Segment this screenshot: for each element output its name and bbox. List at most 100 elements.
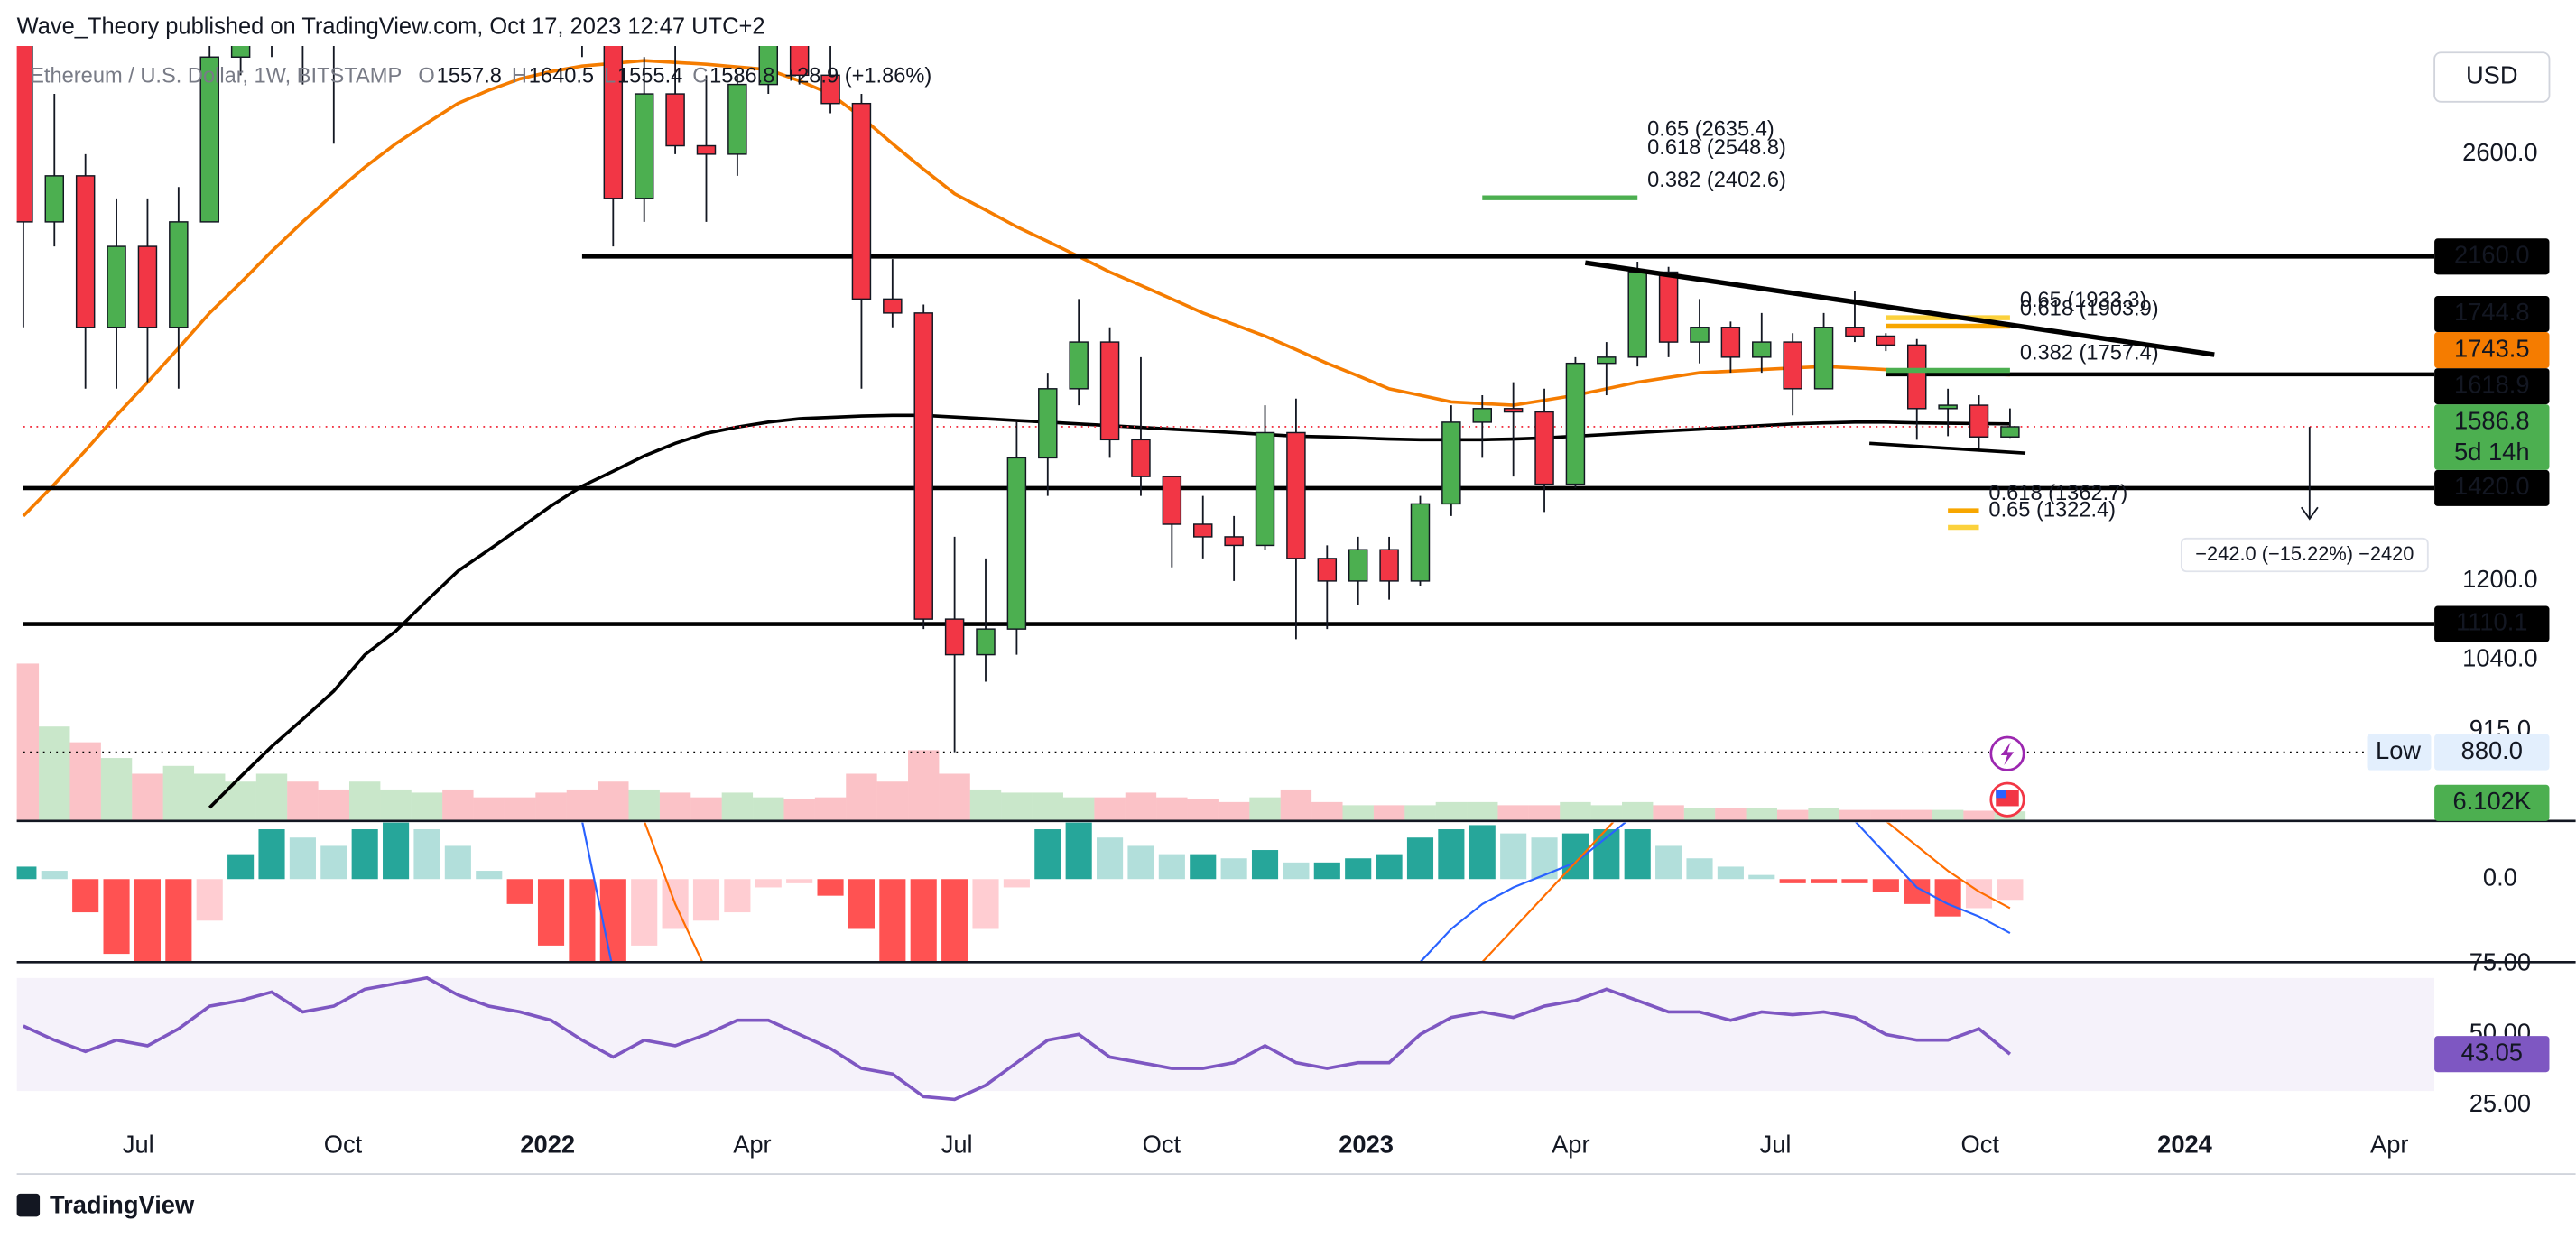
volume-bar xyxy=(380,789,412,821)
candle-body xyxy=(1876,335,1896,346)
macd-histogram-bar xyxy=(444,845,471,880)
candle-body xyxy=(634,93,654,199)
volume-bar xyxy=(1746,808,1777,821)
rsi-tick-label: 25.00 xyxy=(2469,1089,2531,1117)
macd-histogram-bar xyxy=(1531,837,1558,880)
volume-label: 6.102K xyxy=(2453,787,2531,815)
rsi-pane xyxy=(16,975,2435,1102)
legend-item: +28.9 (+1.86%) xyxy=(784,65,931,88)
volume-bar xyxy=(1560,801,1591,821)
candle-body xyxy=(1162,476,1182,525)
volume-bar xyxy=(255,773,288,821)
macd-histogram-bar xyxy=(569,879,596,963)
candle-body xyxy=(727,83,747,155)
macd-histogram-bar xyxy=(196,879,223,921)
macd-histogram-bar xyxy=(1686,858,1713,880)
candle-body xyxy=(883,298,903,314)
candle-body xyxy=(1534,411,1554,485)
volume-bar xyxy=(939,773,970,821)
price-label: 1743.5 xyxy=(2454,334,2529,362)
brand-name: TradingView xyxy=(50,1191,195,1219)
legend-item: 1640.5 xyxy=(529,65,594,88)
volume-bar xyxy=(100,758,133,821)
macd-histogram-bar xyxy=(383,822,410,880)
volume-bar xyxy=(1032,792,1063,821)
trend-line xyxy=(1869,441,2026,456)
volume-bar xyxy=(1187,799,1219,821)
fib-label: 0.65 (2635.4) xyxy=(1647,118,1774,142)
measure-box xyxy=(2180,537,2429,573)
candle-body xyxy=(665,93,685,147)
volume-bar xyxy=(1311,801,1343,821)
fib-label: 0.382 (2402.6) xyxy=(1647,169,1786,192)
candle-body xyxy=(758,45,779,86)
candle-body xyxy=(1255,431,1275,547)
volume-bar xyxy=(1870,809,1902,821)
macd-histogram-bar xyxy=(1965,879,1993,909)
volume-bar xyxy=(39,726,70,821)
volume-bar xyxy=(598,781,629,821)
candle-body xyxy=(1752,341,1772,358)
macd-tick-label: 0.0 xyxy=(2483,863,2517,891)
volume-bar xyxy=(783,799,815,821)
fib-label: 0.618 (1362.7) xyxy=(1988,482,2127,505)
volume-bar xyxy=(1094,797,1126,821)
macd-histogram-bar xyxy=(941,879,968,963)
candle-body xyxy=(107,245,126,328)
volume-bar xyxy=(1249,797,1281,821)
macd-histogram-bar xyxy=(692,879,720,921)
fib-label: 0.618 (2548.8) xyxy=(1647,136,1786,160)
volume-bar xyxy=(1901,809,1932,821)
x-tick-label: 2022 xyxy=(520,1130,575,1158)
candle-body xyxy=(169,221,189,328)
volume-label-box xyxy=(2434,784,2550,821)
volume-bar xyxy=(566,789,598,821)
price-label: 880.0 xyxy=(2461,736,2523,764)
candle-body xyxy=(1441,421,1461,505)
macd-histogram-bar xyxy=(506,879,533,904)
volume-bar xyxy=(1963,810,1995,821)
volume-bar xyxy=(504,797,536,821)
measure-label: −242.0 (−15.22%) −2420 xyxy=(2195,542,2414,565)
volume-bar xyxy=(1932,809,1964,821)
lightning-icon xyxy=(2000,742,2015,765)
x-tick-label: 2024 xyxy=(2157,1130,2213,1158)
volume-bar xyxy=(1497,805,1529,821)
volume-bar xyxy=(1342,805,1374,821)
macd-histogram-bar xyxy=(910,879,937,963)
currency-button[interactable] xyxy=(2433,51,2551,103)
macd-histogram-bar xyxy=(1376,854,1403,880)
y-tick-label: 1040.0 xyxy=(2462,644,2537,672)
x-tick-label: Jul xyxy=(123,1130,154,1158)
flag-icon-canton xyxy=(1996,790,2006,799)
volume-bar xyxy=(846,773,877,821)
candle-body xyxy=(789,45,810,77)
rsi-band xyxy=(16,977,2435,1092)
x-tick-label: Apr xyxy=(2370,1130,2408,1158)
volume-bar xyxy=(287,781,319,821)
candle-body xyxy=(1658,271,1679,343)
volume-bar xyxy=(318,789,349,821)
legend-item: C xyxy=(692,65,708,88)
moving-average xyxy=(22,59,2010,518)
macd-histogram-bar xyxy=(1190,854,1217,880)
macd-histogram-bar xyxy=(351,829,378,880)
volume-bar xyxy=(1062,797,1095,821)
candle-body xyxy=(944,618,965,656)
price-label: 1586.8 xyxy=(2454,406,2529,434)
candle-body xyxy=(1099,341,1120,441)
legend-item: Ethereum / U.S. Dollar, 1W, BITSTAMP xyxy=(30,65,402,88)
volume-bar xyxy=(1156,797,1188,821)
macd-histogram-bar xyxy=(289,837,316,880)
macd-histogram-bar xyxy=(1097,837,1124,880)
macd-histogram-bar xyxy=(786,879,813,883)
candle-body xyxy=(913,312,933,620)
x-tick-label: Apr xyxy=(733,1130,771,1158)
x-tick-label: Jul xyxy=(1760,1130,1792,1158)
volume-bar xyxy=(348,781,381,821)
volume-bar xyxy=(876,781,909,821)
volume-bar xyxy=(132,773,163,821)
volume-bar xyxy=(535,792,567,821)
